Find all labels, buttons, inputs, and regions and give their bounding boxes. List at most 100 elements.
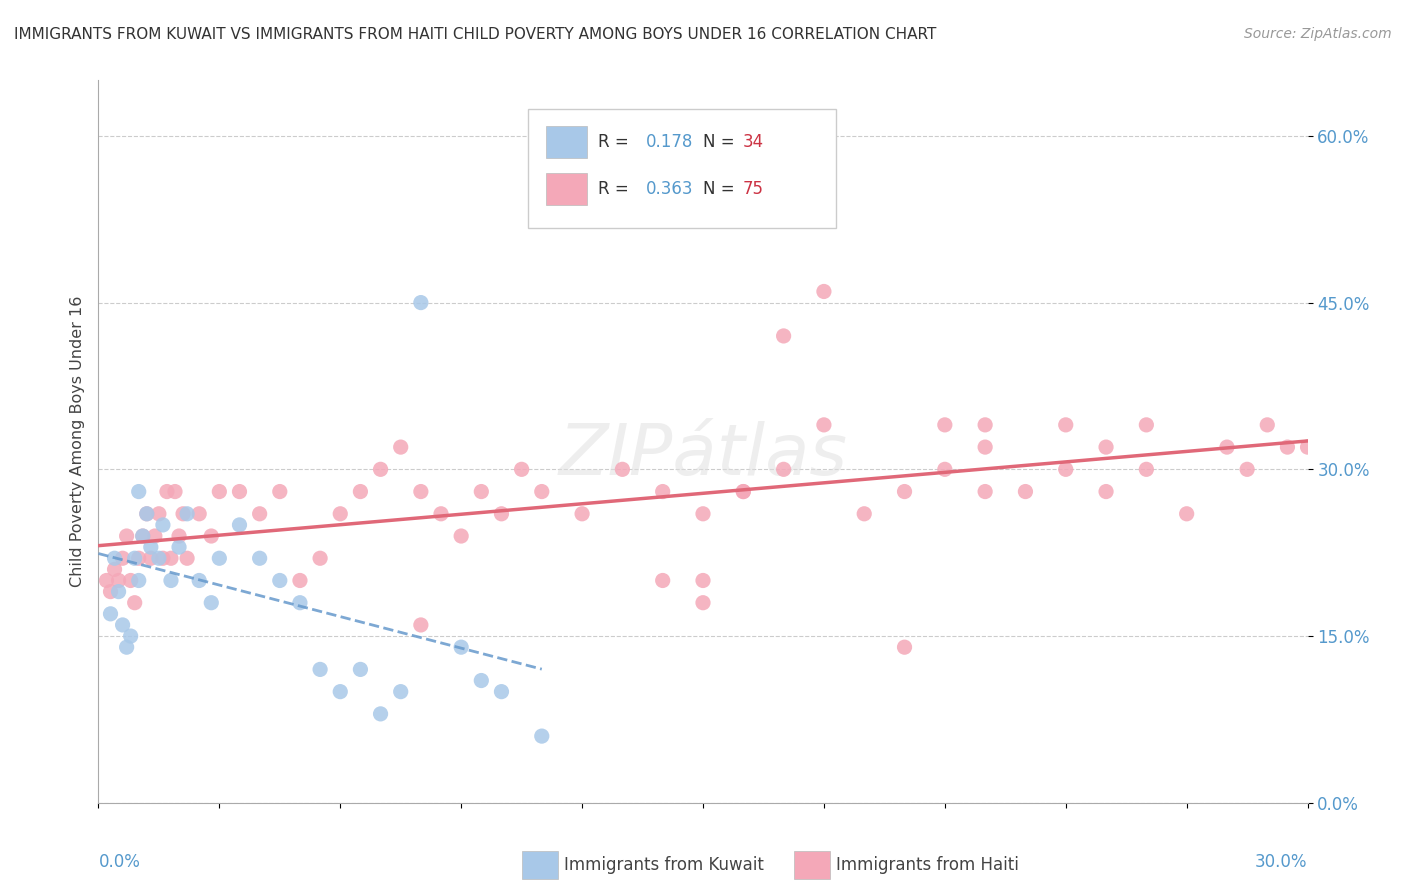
Point: [100, 607, 122, 621]
Point: [1135, 462, 1157, 476]
Point: [208, 484, 231, 499]
Point: [1296, 440, 1319, 454]
Point: [152, 551, 174, 566]
Point: [188, 507, 211, 521]
Point: [176, 551, 198, 566]
Point: [1175, 507, 1198, 521]
Point: [167, 540, 190, 554]
Point: [128, 484, 150, 499]
Point: [530, 484, 553, 499]
Point: [103, 551, 125, 566]
Point: [692, 507, 714, 521]
Point: [893, 484, 915, 499]
Text: N =: N =: [703, 133, 740, 151]
Point: [103, 562, 125, 576]
Point: [409, 295, 432, 310]
Point: [111, 618, 134, 632]
Point: [409, 618, 432, 632]
Point: [148, 551, 170, 566]
Point: [651, 484, 673, 499]
Point: [934, 462, 956, 476]
Point: [612, 462, 634, 476]
Point: [309, 662, 332, 676]
Text: 30.0%: 30.0%: [1256, 854, 1308, 871]
Point: [1054, 462, 1077, 476]
Point: [100, 584, 122, 599]
FancyBboxPatch shape: [527, 109, 837, 228]
Point: [1236, 462, 1258, 476]
Point: [172, 507, 194, 521]
Point: [974, 417, 997, 432]
Point: [135, 507, 157, 521]
Point: [349, 484, 371, 499]
Point: [1135, 417, 1157, 432]
Point: [733, 484, 755, 499]
Text: 0.0%: 0.0%: [98, 854, 141, 871]
Text: Source: ZipAtlas.com: Source: ZipAtlas.com: [1244, 27, 1392, 41]
Point: [115, 529, 138, 543]
Point: [510, 462, 533, 476]
Point: [329, 507, 352, 521]
Point: [120, 574, 142, 588]
Point: [571, 507, 593, 521]
Point: [288, 574, 311, 588]
Point: [107, 584, 129, 599]
Point: [1095, 440, 1118, 454]
Point: [309, 551, 332, 566]
Point: [132, 529, 155, 543]
Point: [249, 507, 271, 521]
Point: [772, 329, 794, 343]
Text: 34: 34: [742, 133, 763, 151]
Text: IMMIGRANTS FROM KUWAIT VS IMMIGRANTS FROM HAITI CHILD POVERTY AMONG BOYS UNDER 1: IMMIGRANTS FROM KUWAIT VS IMMIGRANTS FRO…: [14, 27, 936, 42]
Point: [491, 507, 513, 521]
Point: [733, 484, 755, 499]
Text: Immigrants from Haiti: Immigrants from Haiti: [837, 856, 1019, 874]
Point: [160, 574, 183, 588]
Point: [692, 596, 714, 610]
Point: [111, 551, 134, 566]
Point: [152, 517, 174, 532]
Text: 75: 75: [742, 179, 763, 198]
Point: [893, 640, 915, 655]
Point: [370, 706, 392, 721]
Point: [115, 640, 138, 655]
Text: Immigrants from Kuwait: Immigrants from Kuwait: [564, 856, 763, 874]
Point: [349, 662, 371, 676]
Point: [200, 596, 222, 610]
Point: [772, 462, 794, 476]
Text: 0.363: 0.363: [647, 179, 693, 198]
Point: [530, 729, 553, 743]
Point: [139, 540, 162, 554]
Point: [974, 484, 997, 499]
FancyBboxPatch shape: [546, 173, 586, 204]
Point: [228, 484, 250, 499]
Point: [470, 484, 492, 499]
Text: R =: R =: [598, 133, 634, 151]
Text: R =: R =: [598, 179, 634, 198]
Point: [96, 574, 118, 588]
Point: [288, 596, 311, 610]
Point: [176, 507, 198, 521]
Point: [124, 551, 146, 566]
Point: [1014, 484, 1036, 499]
Point: [813, 285, 835, 299]
Point: [139, 551, 162, 566]
Point: [143, 529, 166, 543]
Point: [450, 640, 472, 655]
Point: [128, 551, 150, 566]
Point: [651, 574, 673, 588]
Point: [692, 574, 714, 588]
Point: [249, 551, 271, 566]
Point: [430, 507, 453, 521]
FancyBboxPatch shape: [793, 851, 830, 879]
Point: [450, 529, 472, 543]
Point: [491, 684, 513, 698]
Point: [974, 440, 997, 454]
Point: [124, 596, 146, 610]
Point: [128, 574, 150, 588]
Point: [853, 507, 876, 521]
Text: ZIPátlas: ZIPátlas: [558, 422, 848, 491]
Y-axis label: Child Poverty Among Boys Under 16: Child Poverty Among Boys Under 16: [69, 296, 84, 587]
Point: [160, 551, 183, 566]
Point: [1095, 484, 1118, 499]
